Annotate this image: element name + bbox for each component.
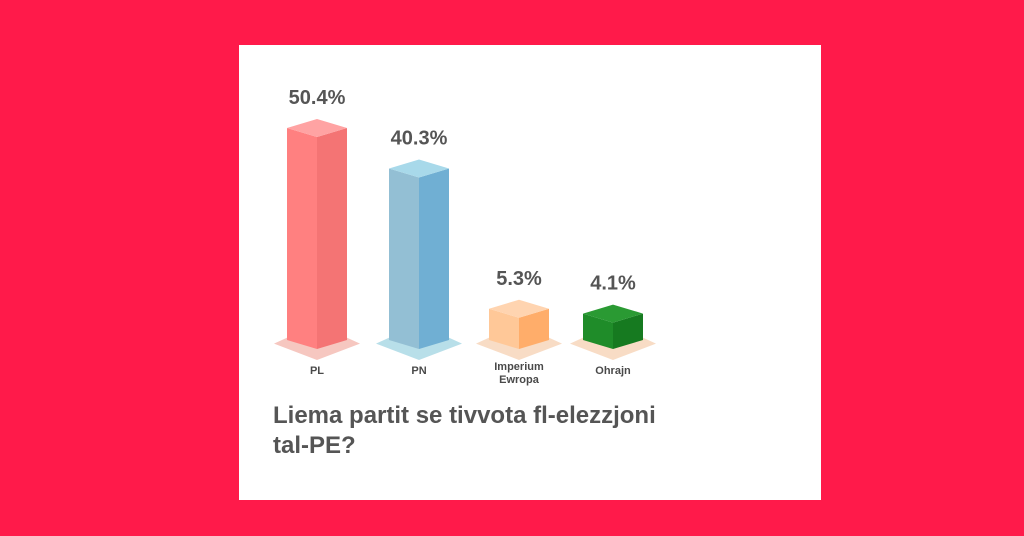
bar-top-imperium-ewropa [489, 299, 549, 318]
bar-top-pn [389, 159, 449, 178]
bar-left-face-imperium-ewropa [489, 308, 519, 349]
bar-left-face-pl [287, 128, 317, 349]
bar-top-pl [287, 119, 347, 137]
bar-left-face-pn [389, 168, 419, 349]
bar-right-face-imperium-ewropa [519, 308, 549, 349]
category-label-imperium-ewropa-line1: Imperium [494, 361, 544, 373]
bar-right-face-pn [419, 168, 449, 349]
value-label-imperium-ewropa: 5.3% [496, 268, 542, 290]
category-label-pn: PN [411, 365, 426, 377]
chart-card: 50.4% PL 40.3% PN 5.3% Imperium Ewropa 4.1% Ohra… [239, 45, 821, 500]
category-label-ohrajn: Ohrajn [595, 365, 631, 377]
value-label-pn: 40.3% [391, 127, 448, 149]
chart-question-title: Liema partit se tivvota fl-elezzjoni tal… [273, 402, 656, 459]
value-label-pl: 50.4% [289, 87, 346, 109]
bar-top-ohrajn [583, 304, 643, 323]
bar-right-face-pl [317, 128, 347, 349]
category-label-pl: PL [310, 365, 324, 377]
bar-right-face-ohrajn [613, 313, 643, 349]
category-label-imperium-ewropa-line2: Ewropa [499, 374, 540, 386]
bar-left-face-ohrajn [583, 313, 613, 349]
value-label-ohrajn: 4.1% [590, 273, 636, 295]
